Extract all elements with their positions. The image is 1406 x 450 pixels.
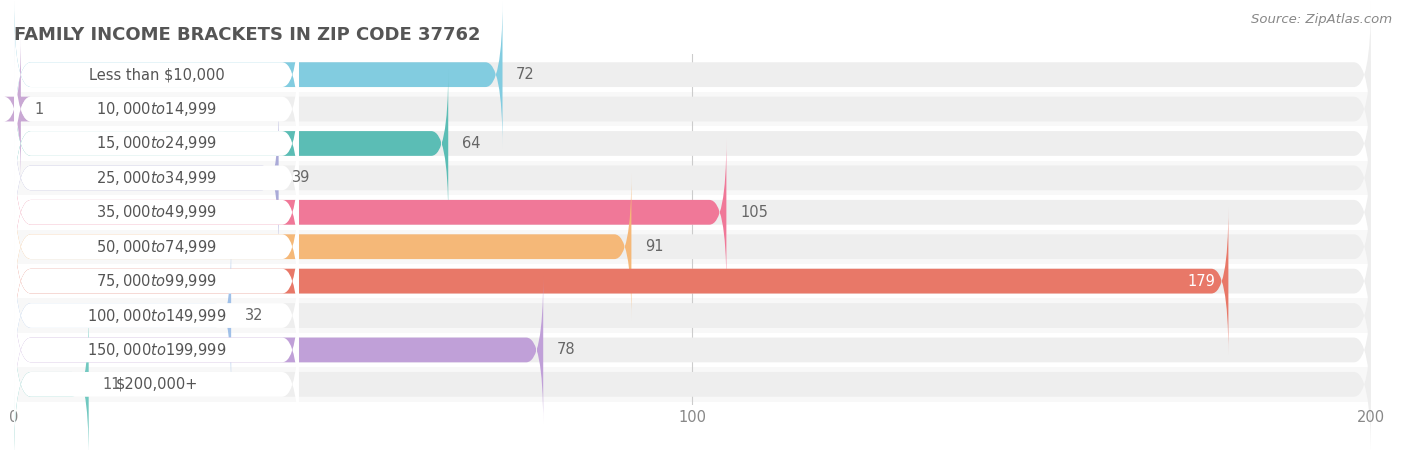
FancyBboxPatch shape: [0, 230, 1405, 264]
Text: 78: 78: [557, 342, 575, 357]
Text: $15,000 to $24,999: $15,000 to $24,999: [96, 135, 217, 153]
FancyBboxPatch shape: [14, 242, 1371, 389]
Text: $35,000 to $49,999: $35,000 to $49,999: [96, 203, 217, 221]
FancyBboxPatch shape: [14, 310, 299, 450]
FancyBboxPatch shape: [14, 173, 1371, 320]
FancyBboxPatch shape: [14, 104, 299, 252]
FancyBboxPatch shape: [14, 173, 631, 320]
Text: Less than $10,000: Less than $10,000: [89, 67, 225, 82]
FancyBboxPatch shape: [14, 276, 543, 423]
Text: $200,000+: $200,000+: [115, 377, 198, 392]
Text: $100,000 to $149,999: $100,000 to $149,999: [87, 306, 226, 324]
Text: 11: 11: [103, 377, 121, 392]
FancyBboxPatch shape: [14, 139, 1371, 286]
FancyBboxPatch shape: [0, 58, 1405, 92]
FancyBboxPatch shape: [14, 310, 1371, 450]
FancyBboxPatch shape: [0, 195, 1405, 230]
FancyBboxPatch shape: [0, 367, 1405, 401]
FancyBboxPatch shape: [14, 1, 1371, 148]
FancyBboxPatch shape: [14, 36, 299, 183]
Text: $25,000 to $34,999: $25,000 to $34,999: [96, 169, 217, 187]
Text: $50,000 to $74,999: $50,000 to $74,999: [96, 238, 217, 256]
FancyBboxPatch shape: [14, 104, 278, 252]
FancyBboxPatch shape: [14, 1, 299, 148]
FancyBboxPatch shape: [14, 1, 502, 148]
FancyBboxPatch shape: [14, 173, 299, 320]
FancyBboxPatch shape: [0, 264, 1405, 298]
Text: 1: 1: [34, 102, 44, 117]
FancyBboxPatch shape: [0, 126, 1405, 161]
FancyBboxPatch shape: [14, 70, 299, 217]
Text: 39: 39: [292, 171, 311, 185]
FancyBboxPatch shape: [0, 298, 1405, 333]
FancyBboxPatch shape: [14, 242, 299, 389]
FancyBboxPatch shape: [14, 70, 1371, 217]
Text: 105: 105: [740, 205, 768, 220]
Text: 91: 91: [645, 239, 664, 254]
Text: 32: 32: [245, 308, 263, 323]
Text: 72: 72: [516, 67, 534, 82]
FancyBboxPatch shape: [14, 207, 1371, 355]
FancyBboxPatch shape: [0, 333, 1405, 367]
FancyBboxPatch shape: [14, 276, 1371, 423]
Text: $75,000 to $99,999: $75,000 to $99,999: [96, 272, 217, 290]
FancyBboxPatch shape: [14, 207, 1229, 355]
Text: 64: 64: [461, 136, 481, 151]
FancyBboxPatch shape: [4, 36, 31, 183]
FancyBboxPatch shape: [14, 36, 1371, 183]
FancyBboxPatch shape: [14, 70, 449, 217]
Text: FAMILY INCOME BRACKETS IN ZIP CODE 37762: FAMILY INCOME BRACKETS IN ZIP CODE 37762: [14, 26, 481, 44]
FancyBboxPatch shape: [14, 310, 89, 450]
FancyBboxPatch shape: [0, 92, 1405, 126]
FancyBboxPatch shape: [14, 139, 727, 286]
FancyBboxPatch shape: [14, 242, 231, 389]
FancyBboxPatch shape: [14, 207, 299, 355]
Text: $10,000 to $14,999: $10,000 to $14,999: [96, 100, 217, 118]
FancyBboxPatch shape: [14, 139, 299, 286]
FancyBboxPatch shape: [14, 276, 299, 423]
FancyBboxPatch shape: [14, 104, 1371, 252]
FancyBboxPatch shape: [0, 161, 1405, 195]
Text: Source: ZipAtlas.com: Source: ZipAtlas.com: [1251, 14, 1392, 27]
Text: 179: 179: [1187, 274, 1215, 288]
Text: $150,000 to $199,999: $150,000 to $199,999: [87, 341, 226, 359]
